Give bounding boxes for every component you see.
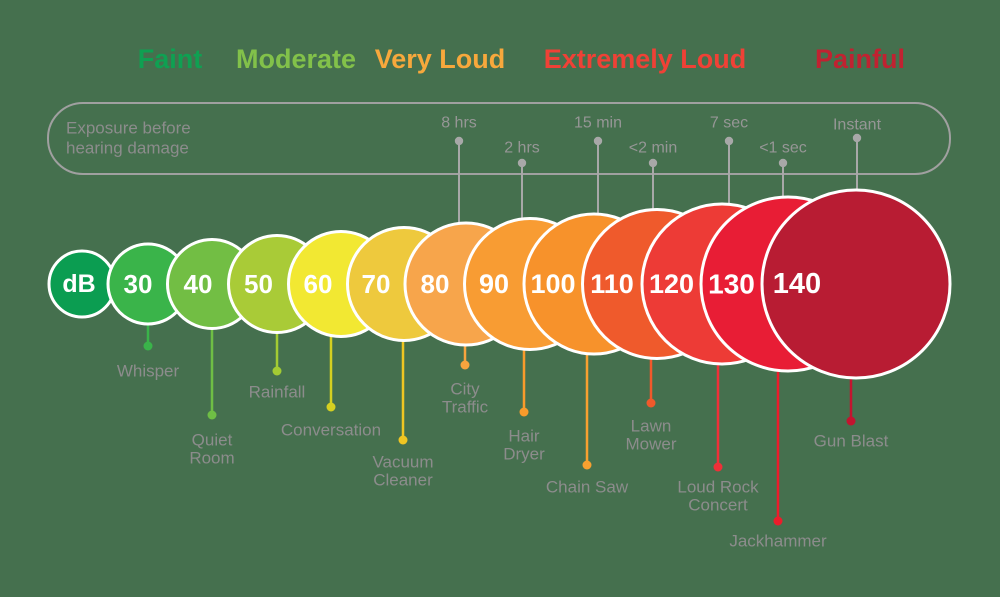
category-heading-moderate: Moderate xyxy=(236,44,356,74)
db-value-label-130: 130 xyxy=(708,269,755,300)
source-label-line: Chain Saw xyxy=(546,478,629,497)
exposure-connector-dot xyxy=(724,136,734,146)
exposure-connector-dot xyxy=(593,136,603,146)
source-label-line: Jackhammer xyxy=(729,532,827,551)
db-value-label-120: 120 xyxy=(649,269,694,299)
exposure-connector-dot xyxy=(517,158,527,168)
source-connector-dot xyxy=(207,410,217,420)
db-value-label-40: 40 xyxy=(184,269,213,299)
source-connector-dot xyxy=(143,341,153,351)
source-label-line: Vacuum xyxy=(372,453,433,472)
source-label-line: Conversation xyxy=(281,421,381,440)
exposure-time-label: 2 hrs xyxy=(504,140,540,157)
db-value-label-140: 140 xyxy=(773,268,821,300)
source-label-line: Room xyxy=(189,449,234,468)
exposure-connector-dot xyxy=(454,136,464,146)
source-connector-dot xyxy=(519,407,529,417)
source-label-line: Traffic xyxy=(442,398,489,417)
exposure-time-label: <2 min xyxy=(629,140,677,157)
source-connector-dot xyxy=(713,462,723,472)
source-label-line: Hair xyxy=(508,427,540,446)
db-value-label-90: 90 xyxy=(479,269,509,299)
exposure-box-label-line1: Exposure before xyxy=(66,119,191,138)
db-value-label-70: 70 xyxy=(362,269,391,299)
exposure-time-label: 8 hrs xyxy=(441,115,477,132)
source-label-line: Concert xyxy=(688,496,748,515)
source-connector-dot xyxy=(646,398,656,408)
source-connector-dot xyxy=(846,416,856,426)
source-label-line: Quiet xyxy=(192,431,233,450)
source-label-line: Whisper xyxy=(117,362,180,381)
source-connector-dot xyxy=(326,402,336,412)
exposure-connector-dot xyxy=(648,158,658,168)
category-heading-faint: Faint xyxy=(138,44,203,74)
exposure-time-label: 15 min xyxy=(574,115,622,132)
source-connector-dot xyxy=(582,460,592,470)
source-label-line: Rainfall xyxy=(249,383,306,402)
source-label-line: Dryer xyxy=(503,445,545,464)
exposure-time-label: Instant xyxy=(833,117,882,134)
source-label-line: Cleaner xyxy=(373,471,433,490)
exposure-time-label: 7 sec xyxy=(710,115,748,132)
db-circle-140 xyxy=(760,188,952,380)
source-label-line: Gun Blast xyxy=(814,432,889,451)
db-value-label-110: 110 xyxy=(590,269,634,299)
exposure-connector-dot xyxy=(778,158,788,168)
exposure-connector-dot xyxy=(852,133,862,143)
db-value-label-60: 60 xyxy=(304,269,333,299)
db-value-label-100: 100 xyxy=(530,269,575,299)
category-heading-very-loud: Very Loud xyxy=(375,44,506,74)
source-connector-dot xyxy=(272,366,282,376)
db-value-label-dB: dB xyxy=(62,270,95,298)
source-label-line: Lawn xyxy=(631,417,672,436)
source-label-line: Loud Rock xyxy=(677,478,759,497)
source-connector-dot xyxy=(460,360,470,370)
exposure-box xyxy=(47,102,951,175)
db-value-label-50: 50 xyxy=(244,269,273,299)
db-value-label-80: 80 xyxy=(421,269,450,299)
source-connector-dot xyxy=(398,435,408,445)
exposure-time-label: <1 sec xyxy=(759,140,807,157)
category-heading-painful: Painful xyxy=(815,44,905,74)
source-label-line: City xyxy=(450,380,480,399)
exposure-box-label-line2: hearing damage xyxy=(66,139,189,158)
category-heading-extremely-loud: Extremely Loud xyxy=(544,44,747,74)
source-connector-dot xyxy=(773,516,783,526)
db-value-label-30: 30 xyxy=(124,269,153,299)
source-label-line: Mower xyxy=(625,435,676,454)
